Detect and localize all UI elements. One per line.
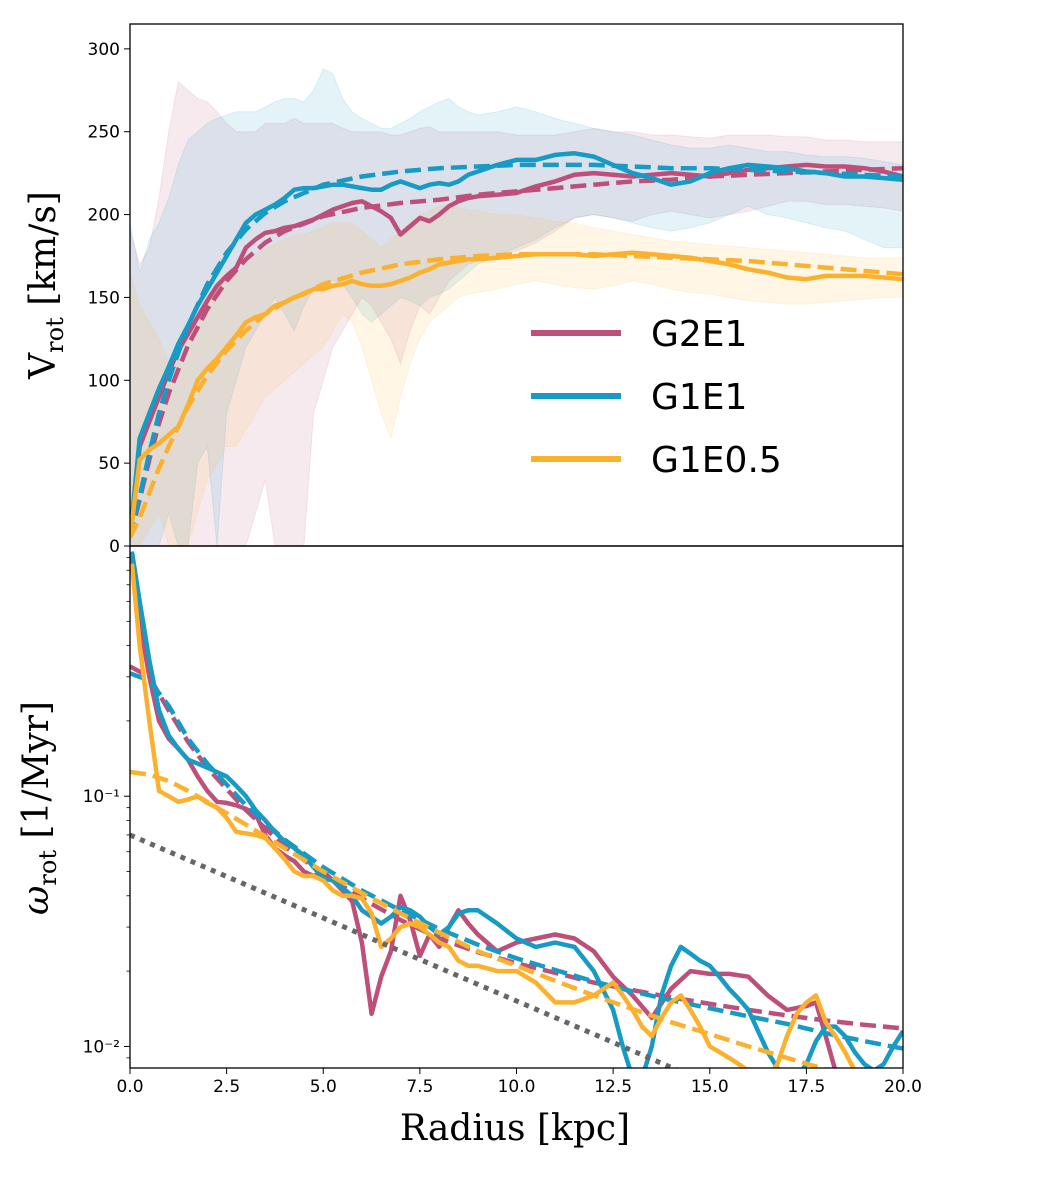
x-axis-label: Radius [kpc] <box>400 1108 630 1149</box>
top-y-tick-label: 0 <box>109 537 120 557</box>
bottom-lines <box>130 551 903 1068</box>
top-y-tick-label: 300 <box>88 40 120 60</box>
bottom-y-ticks: 10⁻² 10⁻¹ <box>83 557 130 1059</box>
bottom-y-tick-label: 10⁻² <box>83 1037 120 1057</box>
x-tick-label: 20.0 <box>884 1077 922 1097</box>
legend-label-g1e1: G1E1 <box>651 377 747 418</box>
x-tick-label: 15.0 <box>691 1077 729 1097</box>
bottom-dotted-reference-line <box>130 832 679 1068</box>
legend-label-g2e1: G2E1 <box>651 314 747 355</box>
top-y-tick-label: 250 <box>88 123 120 143</box>
x-tick-label: 12.5 <box>594 1077 632 1097</box>
legend-label-g1e0-5: G1E0.5 <box>651 440 782 481</box>
x-tick-label: 17.5 <box>787 1077 825 1097</box>
bottom-y-tick-label: 10⁻¹ <box>83 787 120 807</box>
top-y-tick-label: 50 <box>98 454 120 474</box>
bottom-fit-g2e1 <box>130 664 903 1031</box>
bottom-fit-g1e1 <box>130 671 903 1051</box>
x-tick-label: 0.0 <box>116 1077 143 1097</box>
x-tick-label: 5.0 <box>310 1077 337 1097</box>
x-tick-label: 7.5 <box>406 1077 433 1097</box>
bottom-line-g2e1 <box>130 557 837 1068</box>
bottom-y-axis-label: ωrot [1/Myr] <box>16 701 62 915</box>
x-tick-label: 10.0 <box>498 1077 536 1097</box>
top-fit-g2e1 <box>130 165 903 539</box>
x-tick-label: 2.5 <box>213 1077 240 1097</box>
top-lines <box>130 151 903 539</box>
top-y-tick-label: 200 <box>88 206 120 226</box>
bottom-fit-g1e0-5 <box>130 769 830 1068</box>
top-fit-g1e1 <box>130 162 903 539</box>
top-y-tick-label: 100 <box>88 371 120 391</box>
top-y-ticks: 0 50 100 150 200 250 300 <box>88 40 130 557</box>
bottom-panel: 10⁻² 10⁻¹ 0.0 2.5 5.0 7.5 10.0 12.5 15.0 17.5 20.… <box>16 545 922 1149</box>
top-y-tick-label: 150 <box>88 288 120 308</box>
top-bands <box>130 68 903 546</box>
legend: G2E1 G1E1 G1E0.5 <box>531 314 782 481</box>
top-y-axis-label: Vrot [km/s] <box>23 191 69 380</box>
bottom-line-g1e1 <box>130 551 903 1068</box>
top-line-g1e1 <box>130 151 903 538</box>
top-fit-g1e0-5 <box>130 252 903 539</box>
bottom-x-ticks: 0.0 2.5 5.0 7.5 10.0 12.5 15.0 17.5 20.0 <box>116 1068 922 1097</box>
bottom-line-g1e0-5 <box>130 563 856 1068</box>
top-band-g2e1 <box>130 81 903 546</box>
